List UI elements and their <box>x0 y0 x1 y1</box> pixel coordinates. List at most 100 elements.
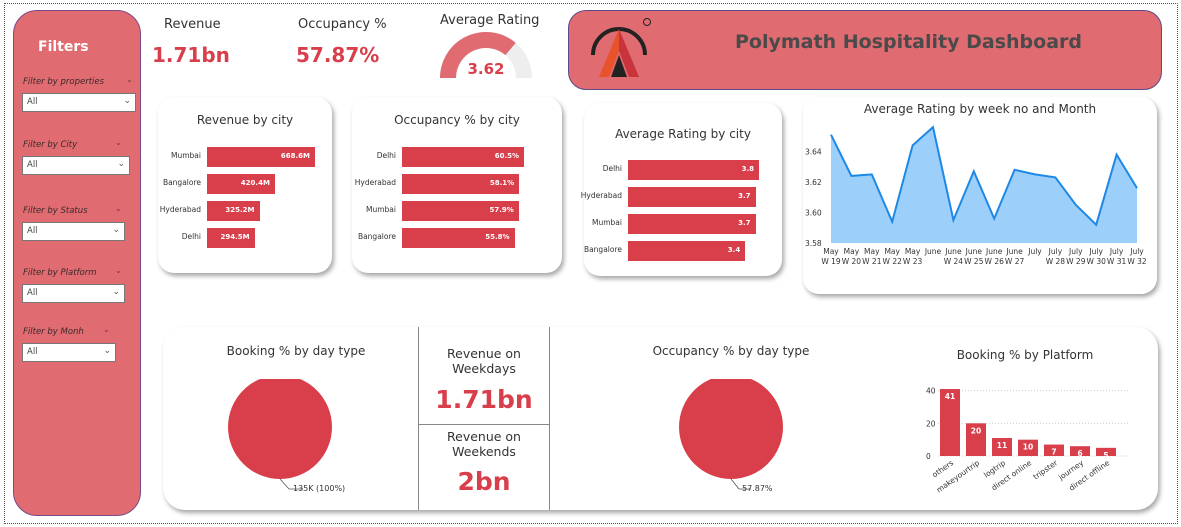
filter-status-value: All <box>27 226 38 236</box>
chevron-down-icon[interactable]: ⌄ <box>115 138 122 147</box>
polymath-logo-icon <box>591 18 651 77</box>
bar-category-label: Mumbai <box>366 205 396 214</box>
x-tick-month: June <box>985 247 1003 256</box>
x-tick-month: July <box>1109 247 1124 256</box>
bar-category-label: Hyderabad <box>580 191 622 200</box>
x-tick-month: July <box>1088 247 1103 256</box>
chevron-down-icon[interactable]: ⌄ <box>103 325 110 334</box>
chevron-down-icon[interactable]: ⌄ <box>115 266 122 275</box>
chart-title: Booking % by day type <box>226 344 366 358</box>
bar-category-label: Mumbai <box>592 218 622 227</box>
bar[interactable]: 58.1% <box>402 174 520 194</box>
rating-by-week-card: Average Rating by week no and Month 3.58… <box>803 97 1157 294</box>
divider <box>418 424 550 425</box>
bar[interactable] <box>992 438 1012 456</box>
x-tick-week: W 20 <box>842 257 862 266</box>
x-tick-week: W 28 <box>1046 257 1066 266</box>
x-tick-month: May <box>884 247 900 256</box>
bar-row: Mumbai 3.7 <box>592 214 759 234</box>
x-tick-month: June <box>1005 247 1023 256</box>
bottom-panel: Booking % by day type 135K (100%) Occupa… <box>163 327 1158 510</box>
kpi-occupancy-value: 57.87% <box>296 43 380 67</box>
filter-month-label: Filter by Monh <box>23 327 84 337</box>
bar-data-label: 11 <box>997 441 1007 450</box>
x-tick-month: July <box>1129 247 1144 256</box>
bar[interactable] <box>940 389 960 456</box>
platform-bar-chart: 0204041others20makeyourtrip11logtrip10di… <box>926 387 1128 495</box>
bar-row: Hyderabad 325.2M <box>160 201 315 221</box>
bar[interactable]: 294.5M <box>207 228 255 248</box>
gauge-fill <box>440 31 516 79</box>
x-tick-month: May <box>844 247 860 256</box>
y-tick-label: 40 <box>926 387 936 396</box>
bar-category-label: Hyderabad <box>159 205 201 214</box>
chart-title: Occupancy % by day type <box>652 344 810 358</box>
filter-city-label: Filter by City <box>23 140 78 150</box>
chart-title: Average Rating by week no and Month <box>863 102 1097 116</box>
bar[interactable]: 55.8% <box>402 228 515 248</box>
bar-data-label: 60.5% <box>494 152 519 160</box>
bar[interactable] <box>1018 439 1038 456</box>
bar[interactable] <box>1044 444 1064 456</box>
gauge-value: 3.62 <box>467 60 505 78</box>
bar[interactable]: 420.4M <box>207 174 275 194</box>
x-tick-month: June <box>944 247 962 256</box>
bar-data-label: 668.6M <box>280 152 310 160</box>
bar-category-label: Bangalore <box>583 245 622 254</box>
bar[interactable]: 57.9% <box>402 201 519 221</box>
bar[interactable] <box>966 423 986 456</box>
bar[interactable]: 668.6M <box>207 147 315 167</box>
bar-row: Delhi 60.5% <box>377 147 524 167</box>
chevron-down-icon: ⌄ <box>112 225 120 235</box>
chevron-down-icon: ⌄ <box>123 96 131 106</box>
bar-category-label: Bangalore <box>162 178 201 187</box>
filter-properties-select[interactable]: All ⌄ <box>22 93 136 112</box>
chevron-down-icon[interactable]: ⌄ <box>115 204 122 213</box>
filter-properties-label: Filter by properties <box>23 77 105 87</box>
revenue-by-city-card: Revenue by city Mumbai 668.6M Bangalore 420… <box>158 97 332 273</box>
y-tick-label: 3.64 <box>805 148 822 157</box>
filter-platform-label: Filter by Platform <box>23 268 97 278</box>
occupancy-daytype-pie <box>679 379 783 490</box>
x-tick-week: W 30 <box>1087 257 1107 266</box>
x-tick-month: July <box>1048 247 1063 256</box>
filter-city-select[interactable]: All ⌄ <box>22 156 130 175</box>
bar-row: Bangalore 420.4M <box>163 174 315 194</box>
bar[interactable]: 3.4 <box>628 241 746 261</box>
bar-data-label: 5 <box>1103 451 1108 460</box>
pie-data-label: 135K (100%) <box>293 484 346 493</box>
filter-status-label: Filter by Status <box>23 206 88 216</box>
bar-data-label: 41 <box>945 392 955 401</box>
bar-data-label: 20 <box>971 426 981 435</box>
chevron-down-icon[interactable]: ⌄ <box>126 75 133 84</box>
revenue-weekends-label: Revenue on Weekends <box>447 429 521 459</box>
x-tick-label: tripster <box>1032 458 1060 482</box>
bar[interactable] <box>1096 447 1116 456</box>
bar[interactable]: 325.2M <box>207 201 260 221</box>
occupancy-by-city-card: Occupancy % by city Delhi 60.5% Hyderabad 5… <box>352 97 562 273</box>
filter-month-select[interactable]: All ⌄ <box>22 343 116 362</box>
filter-status-select[interactable]: All ⌄ <box>22 222 125 241</box>
bar-row: Hyderabad 58.1% <box>355 174 524 194</box>
x-tick-month: June <box>965 247 983 256</box>
bar-row: Hyderabad 3.7 <box>581 187 759 207</box>
x-tick-month: May <box>905 247 921 256</box>
series-line[interactable] <box>830 125 1138 227</box>
filter-platform-select[interactable]: All ⌄ <box>22 284 125 303</box>
bar[interactable]: 60.5% <box>402 147 524 167</box>
rating-by-city-card: Average Rating by city Delhi 3.8 Hyderabad… <box>581 103 782 276</box>
x-tick-month: May <box>823 247 839 256</box>
bar-row: Delhi 3.8 <box>603 160 759 180</box>
area-fill <box>831 127 1137 243</box>
bar[interactable]: 3.8 <box>628 160 759 180</box>
dashboard-frame <box>4 3 1178 524</box>
bar-row: Mumbai 57.9% <box>366 201 524 221</box>
bar[interactable] <box>1070 446 1090 456</box>
bar-data-label: 7 <box>1051 448 1056 457</box>
bar-row: Mumbai 668.6M <box>171 147 315 167</box>
x-tick-week: W 23 <box>903 257 923 266</box>
bar[interactable]: 3.7 <box>628 214 756 234</box>
bar[interactable]: 3.7 <box>628 187 756 207</box>
bar-category-label: Delhi <box>376 151 396 160</box>
